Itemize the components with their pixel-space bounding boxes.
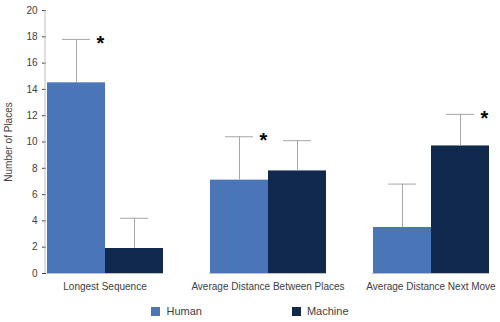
svg-text:16: 16: [26, 57, 38, 68]
svg-text:14: 14: [26, 84, 38, 95]
svg-text:Average Distance Next Move: Average Distance Next Move: [366, 281, 496, 292]
svg-text:Number of Places: Number of Places: [3, 102, 14, 181]
svg-text:*: *: [97, 32, 105, 54]
svg-text:6: 6: [32, 189, 38, 200]
svg-text:*: *: [481, 107, 489, 129]
svg-text:Average Distance Between Place: Average Distance Between Places: [191, 281, 344, 292]
svg-text:8: 8: [32, 163, 38, 174]
svg-text:12: 12: [26, 110, 38, 121]
svg-text:*: *: [260, 129, 268, 151]
svg-text:0: 0: [32, 268, 38, 279]
svg-text:20: 20: [26, 5, 38, 16]
svg-text:4: 4: [32, 215, 38, 226]
html-text:Human: Human: [166, 305, 202, 317]
svg-text:10: 10: [26, 136, 38, 147]
svg-text:2: 2: [32, 241, 38, 252]
svg-text:Longest Sequence: Longest Sequence: [63, 281, 147, 292]
svg-text:18: 18: [26, 31, 38, 42]
html-text:Machine: Machine: [306, 305, 349, 317]
